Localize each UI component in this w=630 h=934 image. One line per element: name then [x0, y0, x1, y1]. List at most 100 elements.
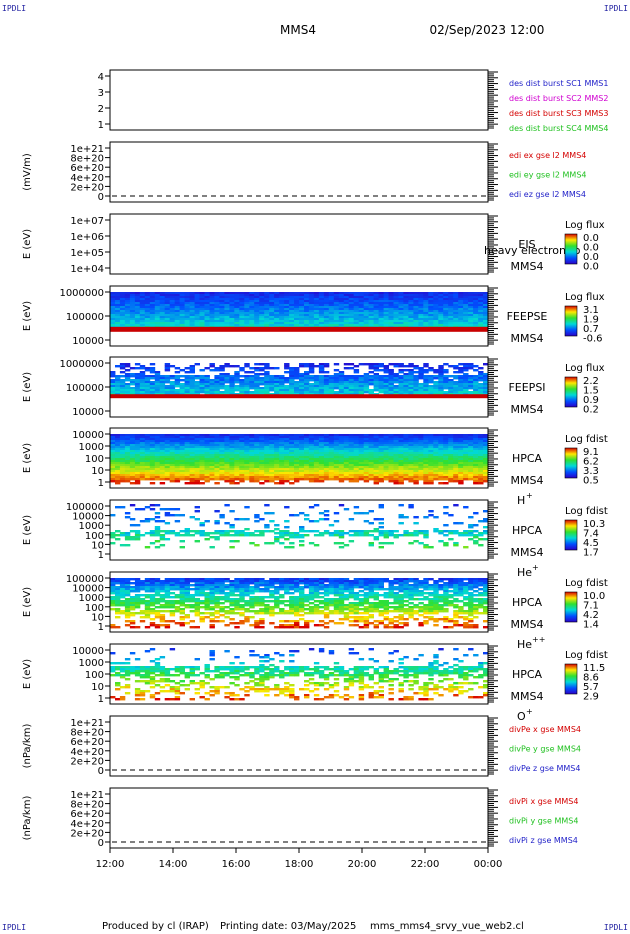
spectrogram-cell [388, 363, 394, 366]
spectrogram-cell [348, 474, 355, 477]
spectrogram-cell [408, 365, 414, 368]
spectrogram-cell [239, 518, 245, 521]
spectrogram-cell [299, 292, 305, 295]
spectrogram-cell [239, 464, 245, 467]
spectrogram-cell [294, 306, 300, 309]
spectrogram-cell [398, 294, 404, 297]
spectrogram-cell [294, 480, 300, 483]
spectrogram-cell [134, 454, 141, 457]
spectrogram-cell [413, 532, 419, 535]
spectrogram-cell [229, 458, 235, 461]
spectrogram-cell [358, 310, 365, 313]
spectrogram-cell [164, 377, 171, 380]
spectrogram-cell [453, 542, 459, 545]
spectrogram-cell [274, 538, 280, 541]
spectrogram-cell [234, 436, 240, 439]
spectrogram-cell [115, 448, 121, 451]
spectrogram-cell [284, 520, 290, 523]
spectrogram-cell [363, 300, 370, 303]
spectrogram-cell [323, 438, 330, 441]
spectrogram-cell [318, 518, 325, 521]
spectrogram-cell [353, 480, 360, 483]
spectrogram-cell [115, 387, 121, 390]
spectrogram-cell [124, 324, 131, 327]
spectrogram-cell [448, 308, 454, 311]
spectrogram-cell [343, 532, 350, 535]
spectrogram-cell [308, 316, 315, 319]
spectrogram-cell [279, 530, 285, 533]
spectrogram-cell [313, 302, 320, 305]
spectrogram-cell [383, 385, 389, 388]
spectrogram-cell [279, 316, 285, 319]
spectrogram-cell [418, 298, 424, 301]
spectrogram-cell [358, 468, 365, 471]
spectrogram-cell [368, 450, 374, 453]
spectrogram-cell [174, 296, 181, 299]
spectrogram-cell [398, 446, 404, 449]
spectrogram-cell [239, 310, 245, 313]
spectrogram-cell [468, 365, 474, 368]
spectrogram-cell [264, 381, 270, 384]
spectrogram-cell [388, 470, 394, 473]
spectrogram-cell [338, 460, 345, 463]
spectrogram-cell [219, 436, 225, 439]
spectrogram-cell [438, 452, 444, 455]
spectrogram-cell [169, 312, 176, 315]
colorbar-tick-label: 0.0 [583, 262, 599, 273]
spectrogram-cell [179, 444, 185, 447]
spectrogram-cell [468, 391, 474, 394]
spectrogram-cell [249, 468, 255, 471]
spectrogram-cell [209, 462, 215, 465]
y-tick-label: 1e+05 [70, 248, 104, 259]
spectrogram-cell [418, 462, 424, 465]
spectrogram-cell [269, 375, 275, 378]
spectrogram-cell [478, 314, 484, 317]
spectrogram-cell [478, 482, 484, 485]
spectrogram-cell [318, 462, 325, 465]
spectrogram-cell [483, 383, 489, 386]
spectrogram-cell [159, 458, 166, 461]
spectrogram-cell [308, 542, 315, 545]
spectrogram-cell [214, 466, 220, 469]
spectrogram-cell [209, 385, 215, 388]
spectrogram-cell [244, 462, 250, 465]
spectrogram-cell [463, 446, 469, 449]
spectrogram-cell [284, 300, 290, 303]
spectrogram-cell [304, 322, 310, 325]
spectrogram-cell [169, 508, 176, 511]
y-tick-label: 10000 [72, 407, 104, 418]
spectrogram-cell [289, 312, 295, 315]
spectrogram-cell [308, 314, 315, 317]
spectrogram-cell [458, 371, 464, 374]
spectrogram-cell [333, 306, 340, 309]
spectrogram-cell [343, 298, 350, 301]
spectrogram-cell [478, 389, 484, 392]
spectrogram-cell [403, 373, 409, 376]
spectrogram-cell [199, 472, 205, 475]
spectrogram-cell [468, 294, 474, 297]
spectrogram-cell [398, 474, 404, 477]
spectrogram-cell [343, 508, 350, 511]
spectrogram-cell [269, 542, 275, 545]
spectrogram-cell [254, 385, 260, 388]
spectrogram-cell [343, 312, 350, 315]
spectrogram-cell [383, 542, 389, 545]
spectrogram-cell [413, 474, 419, 477]
spectrogram-cell [115, 474, 121, 477]
spectrogram-cell [299, 306, 305, 309]
spectrogram-cell [209, 304, 215, 307]
spectrogram-cell [383, 308, 389, 311]
spectrogram-cell [269, 474, 275, 477]
spectrogram-cell [338, 310, 345, 313]
spectrogram-cell [458, 450, 464, 453]
spectrogram-cell [468, 476, 474, 479]
spectrogram-cell [413, 312, 419, 315]
spectrogram-cell [289, 381, 295, 384]
spectrogram-cell [408, 470, 414, 473]
spectrogram-cell [289, 440, 295, 443]
spectrogram-cell [363, 298, 370, 301]
spectrogram-cell [473, 302, 479, 305]
spectrogram-cell [313, 306, 320, 309]
spectrogram-cell [328, 464, 335, 467]
spectrogram-cell [338, 468, 345, 471]
